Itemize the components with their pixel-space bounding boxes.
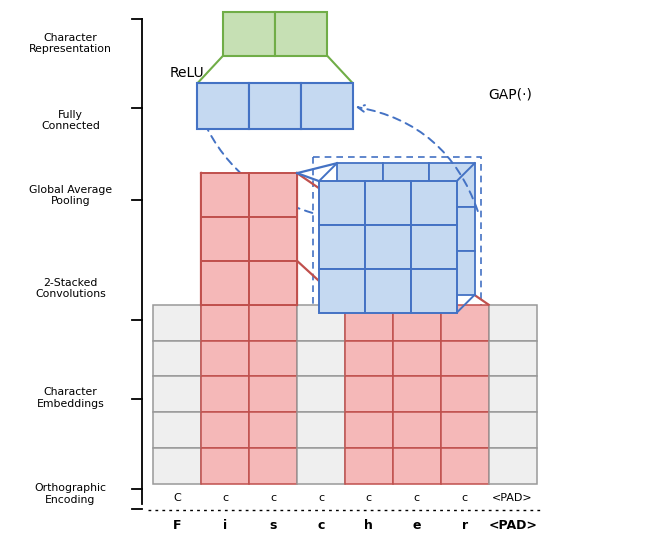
Text: i: i	[223, 519, 228, 532]
Text: 2-Stacked
Convolutions: 2-Stacked Convolutions	[35, 278, 106, 300]
Bar	[201, 448, 249, 484]
Text: GAP(·): GAP(·)	[488, 87, 533, 102]
Bar	[201, 341, 249, 377]
Bar	[393, 448, 441, 484]
Text: h: h	[364, 519, 374, 532]
Bar	[393, 305, 441, 341]
Bar	[249, 377, 297, 412]
Bar	[383, 207, 429, 251]
Bar	[153, 377, 201, 412]
Text: <PAD>: <PAD>	[492, 493, 533, 503]
Bar	[297, 448, 345, 484]
Text: Orthographic
Encoding: Orthographic Encoding	[35, 483, 106, 505]
Bar	[249, 261, 297, 305]
Text: F: F	[173, 519, 181, 532]
Bar	[393, 341, 441, 377]
Bar	[488, 377, 537, 412]
Bar	[393, 377, 441, 412]
Bar	[249, 448, 297, 484]
Bar	[153, 412, 201, 448]
Bar	[383, 163, 429, 207]
Bar	[249, 83, 301, 129]
Text: c: c	[462, 493, 467, 503]
Bar	[429, 251, 475, 295]
Bar	[337, 207, 383, 251]
Bar	[297, 412, 345, 448]
Text: c: c	[414, 493, 420, 503]
Bar	[345, 377, 393, 412]
Text: c: c	[318, 519, 325, 532]
Bar	[201, 217, 249, 261]
Text: r: r	[462, 519, 467, 532]
Bar	[441, 305, 488, 341]
Bar	[198, 83, 249, 129]
Bar	[441, 377, 488, 412]
Bar	[201, 261, 249, 305]
Bar	[337, 163, 383, 207]
Bar	[275, 12, 327, 56]
Text: e: e	[413, 519, 421, 532]
Text: c: c	[222, 493, 228, 503]
Bar	[201, 173, 249, 217]
Text: <PAD>: <PAD>	[488, 519, 537, 532]
Bar	[249, 341, 297, 377]
Text: s: s	[269, 519, 277, 532]
Bar	[201, 377, 249, 412]
Bar	[429, 207, 475, 251]
Bar	[249, 217, 297, 261]
Bar	[429, 163, 475, 207]
Bar	[383, 251, 429, 295]
Bar	[319, 181, 365, 225]
Bar	[411, 225, 456, 269]
Bar	[153, 448, 201, 484]
Text: ReLU: ReLU	[170, 66, 204, 80]
Text: c: c	[366, 493, 372, 503]
Bar	[365, 225, 411, 269]
Text: c: c	[318, 493, 324, 503]
Bar	[345, 305, 393, 341]
Bar	[201, 412, 249, 448]
Bar	[365, 269, 411, 312]
Bar	[297, 341, 345, 377]
Bar	[313, 157, 481, 319]
Bar	[345, 412, 393, 448]
Bar	[249, 305, 297, 341]
Bar	[488, 341, 537, 377]
Bar	[488, 305, 537, 341]
Bar	[319, 269, 365, 312]
Text: c: c	[270, 493, 276, 503]
Polygon shape	[198, 56, 353, 83]
Bar	[345, 448, 393, 484]
Text: Character
Representation: Character Representation	[29, 33, 112, 54]
Text: Fully
Connected: Fully Connected	[41, 110, 100, 132]
Bar	[297, 305, 345, 341]
Bar	[223, 12, 275, 56]
Bar	[249, 412, 297, 448]
Bar	[337, 251, 383, 295]
Bar	[411, 269, 456, 312]
Bar	[297, 377, 345, 412]
Bar	[441, 412, 488, 448]
Text: Global Average
Pooling: Global Average Pooling	[29, 185, 112, 206]
Bar	[345, 341, 393, 377]
Bar	[153, 305, 201, 341]
Bar	[301, 83, 353, 129]
Bar	[488, 412, 537, 448]
Bar	[411, 181, 456, 225]
Bar	[393, 412, 441, 448]
Bar	[249, 173, 297, 217]
Bar	[319, 225, 365, 269]
Text: Character
Embeddings: Character Embeddings	[37, 387, 104, 409]
Bar	[488, 448, 537, 484]
Bar	[201, 305, 249, 341]
Bar	[441, 341, 488, 377]
Bar	[365, 181, 411, 225]
Text: C: C	[173, 493, 181, 503]
Bar	[441, 448, 488, 484]
Polygon shape	[198, 56, 353, 83]
Bar	[153, 341, 201, 377]
